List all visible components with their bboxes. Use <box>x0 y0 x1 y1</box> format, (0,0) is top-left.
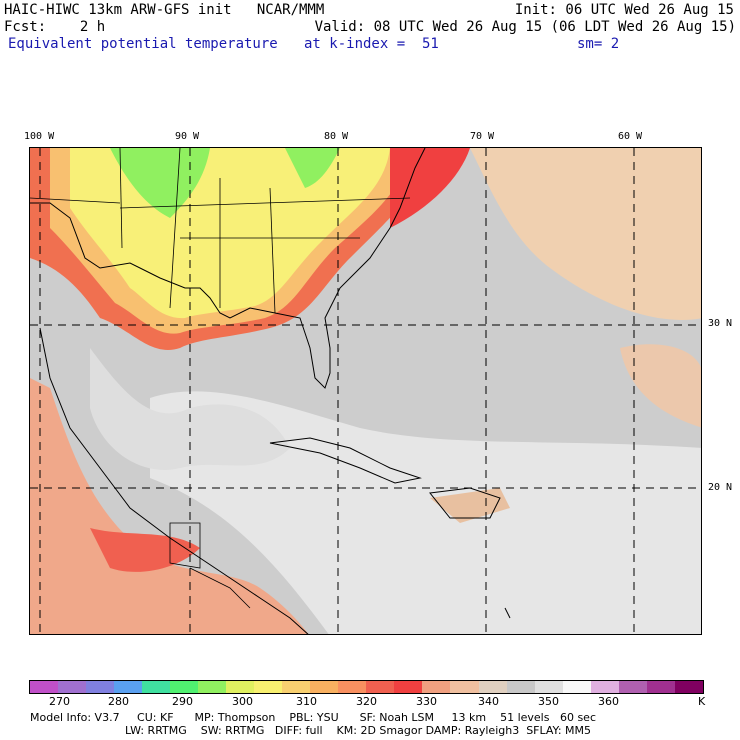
colorbar-tick: 310 <box>296 695 317 708</box>
colorbar-swatch <box>30 681 59 693</box>
lon-label-70w: 70 W <box>470 131 495 142</box>
colorbar-tick: 330 <box>416 695 437 708</box>
colorbar-swatch <box>646 681 675 693</box>
colorbar-swatch <box>58 681 87 693</box>
state-borders <box>30 148 411 314</box>
latlon-grid <box>30 148 701 634</box>
colorbar-swatch <box>198 681 227 693</box>
colorbar-swatch <box>310 681 339 693</box>
colorbar-swatch <box>450 681 479 693</box>
colorbar-units: K <box>698 695 706 708</box>
colorbar-tick: 300 <box>232 695 253 708</box>
atlantic-warm-band <box>470 148 701 320</box>
forecast-hour: Fcst: 2 h <box>4 19 106 35</box>
colorbar-swatch <box>226 681 255 693</box>
gulf-band <box>90 348 290 470</box>
atlantic-warm-band <box>620 344 701 428</box>
colorbar-swatch <box>590 681 619 693</box>
colorbar-swatch <box>282 681 311 693</box>
coastal-hot <box>390 148 470 228</box>
country-borders <box>169 522 251 609</box>
field-name: Equivalent potential temperature <box>8 36 278 52</box>
lon-label-90w: 90 W <box>175 131 200 142</box>
colorbar-swatch <box>478 681 507 693</box>
central-america-hot <box>90 528 200 572</box>
valid-time: Valid: 08 UTC Wed 26 Aug 15 (06 LDT Wed … <box>314 19 736 35</box>
colorbar-swatch <box>114 681 143 693</box>
colorbar-tick: 290 <box>172 695 193 708</box>
colorbar <box>29 680 704 694</box>
colorbar-swatch <box>562 681 591 693</box>
lon-label-100w: 100 W <box>24 131 55 142</box>
colorbar-swatch <box>254 681 283 693</box>
lat-label-20n: 20 N <box>708 482 733 493</box>
smoothing-label: sm= 2 <box>577 36 620 52</box>
central-america-warm <box>30 378 309 634</box>
colorbar-tick: 320 <box>356 695 377 708</box>
hispaniola-warm <box>430 488 510 523</box>
map-canvas <box>30 148 701 634</box>
colorbar-swatch <box>422 681 451 693</box>
colorbar-swatch <box>618 681 647 693</box>
colorbar-tick: 350 <box>538 695 559 708</box>
colorbar-tick: 360 <box>598 695 619 708</box>
colorbar-swatch <box>142 681 171 693</box>
cool-patch <box>110 148 210 218</box>
colorbar-swatch <box>534 681 563 693</box>
colorbar-swatch <box>674 681 703 693</box>
theta-e-map <box>29 147 702 635</box>
init-time: Init: 06 UTC Wed 26 Aug 15 <box>514 2 734 18</box>
colorbar-swatch <box>506 681 535 693</box>
lighter-band <box>150 391 701 634</box>
model-title: HAIC-HIWC 13km ARW-GFS init NCAR/MMM <box>4 2 325 18</box>
colorbar-swatch <box>170 681 199 693</box>
lon-label-60w: 60 W <box>618 131 643 142</box>
colorbar-tick: 280 <box>108 695 129 708</box>
colorbar-tick: 340 <box>478 695 499 708</box>
level-label: at k-index = 51 <box>304 36 439 52</box>
colorbar-swatch <box>394 681 423 693</box>
colorbar-tick: 270 <box>49 695 70 708</box>
colorbar-swatch <box>366 681 395 693</box>
colorbar-swatch <box>86 681 115 693</box>
lon-label-80w: 80 W <box>324 131 349 142</box>
cool-patch <box>285 148 340 188</box>
lat-label-30n: 30 N <box>708 318 733 329</box>
model-info-line2: LW: RRTMG SW: RRTMG DIFF: full KM: 2D Sm… <box>125 724 591 737</box>
colorbar-swatch <box>338 681 367 693</box>
model-info-line1: Model Info: V3.7 CU: KF MP: Thompson PBL… <box>30 711 596 724</box>
